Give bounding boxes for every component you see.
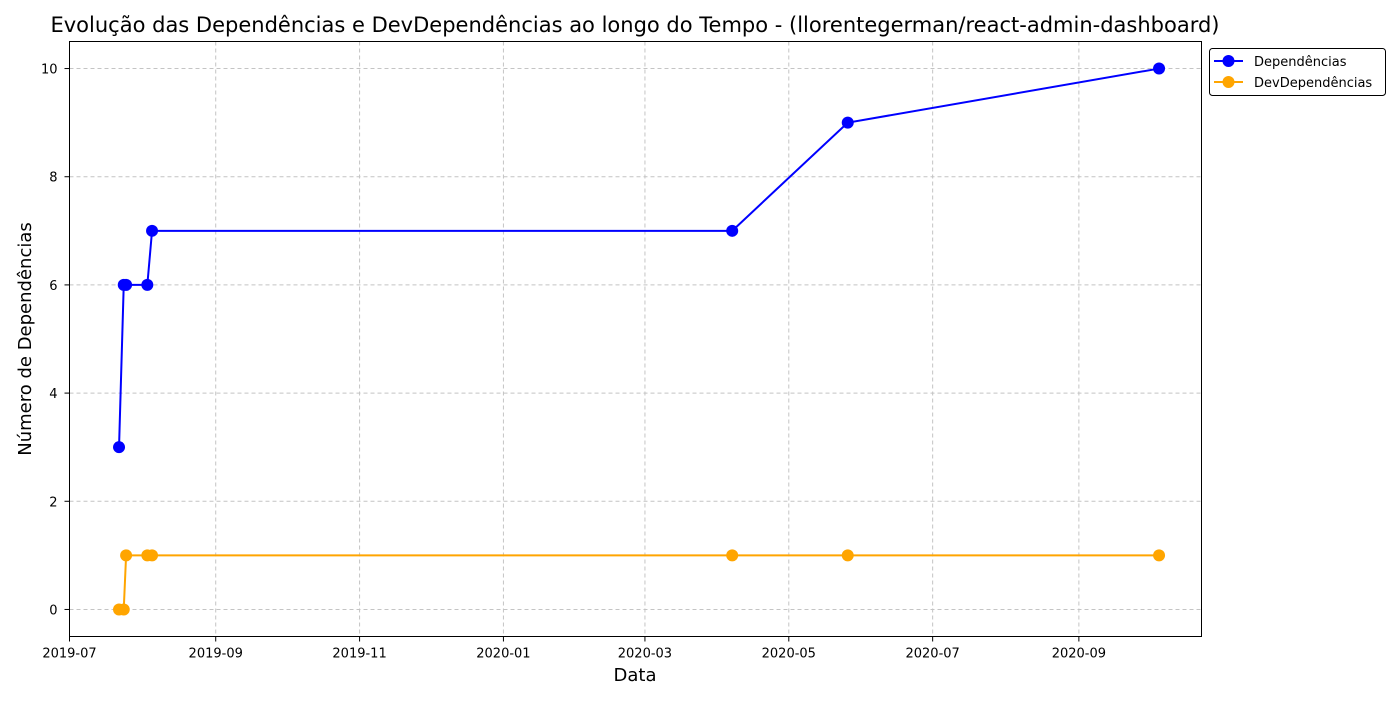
data-point-dependencias <box>1153 62 1166 75</box>
x-tick-label: 2020-01 <box>476 647 530 662</box>
legend-marker-dependencias <box>1222 55 1235 67</box>
data-point-devdependencias <box>841 549 854 562</box>
data-point-devdependencias <box>726 549 739 562</box>
axis-ticks: 2019-07 2019-09 2019-11 2020-01 2020-03 2020-… <box>41 63 1106 662</box>
series-line-devdependencias <box>119 554 1160 611</box>
x-tick-label: 2019-09 <box>189 647 243 662</box>
data-point-dependencias <box>726 224 739 237</box>
legend-item-dependencias: Dependências <box>1214 55 1347 70</box>
legend-box <box>1209 48 1386 96</box>
x-tick-label: 2020-07 <box>905 647 959 662</box>
data-point-dependencias <box>113 441 126 454</box>
data-point-devdependencias <box>1153 549 1166 562</box>
series-devdependencias <box>113 549 1166 616</box>
series-line-dependencias <box>118 67 1160 448</box>
data-point-devdependencias <box>146 549 159 562</box>
y-tick-label: 0 <box>49 603 57 618</box>
legend: Dependências DevDependências <box>1209 48 1386 96</box>
x-tick-label: 2019-07 <box>42 647 96 662</box>
x-tick-label: 2020-05 <box>762 647 816 662</box>
y-axis-label: Número de Dependências <box>15 222 36 456</box>
data-point-dependencias <box>120 278 133 291</box>
y-tick-label: 6 <box>49 279 57 294</box>
chart-title: Evolução das Dependências e DevDependênc… <box>50 13 1219 37</box>
y-tick-label: 10 <box>41 63 58 78</box>
series-layer <box>113 62 1166 616</box>
x-tick-label: 2019-11 <box>332 647 386 662</box>
x-tick-label: 2020-09 <box>1052 647 1106 662</box>
grid-lines <box>69 41 1202 637</box>
legend-label-dependencias: Dependências <box>1254 55 1347 70</box>
x-tick-label: 2020-03 <box>618 647 672 662</box>
plot-area-frame <box>69 41 1202 637</box>
y-tick-label: 4 <box>49 387 57 402</box>
data-point-devdependencias <box>117 603 130 616</box>
y-tick-label: 2 <box>49 495 57 510</box>
y-tick-label: 8 <box>49 171 57 186</box>
x-axis-label: Data <box>614 665 657 686</box>
legend-marker-devdependencias <box>1222 76 1235 88</box>
data-point-dependencias <box>841 116 854 129</box>
data-point-dependencias <box>141 278 154 291</box>
series-dependencias <box>113 62 1166 454</box>
data-point-dependencias <box>146 224 159 237</box>
legend-item-devdependencias: DevDependências <box>1214 76 1372 91</box>
legend-label-devdependencias: DevDependências <box>1254 76 1372 91</box>
data-point-devdependencias <box>120 549 133 562</box>
